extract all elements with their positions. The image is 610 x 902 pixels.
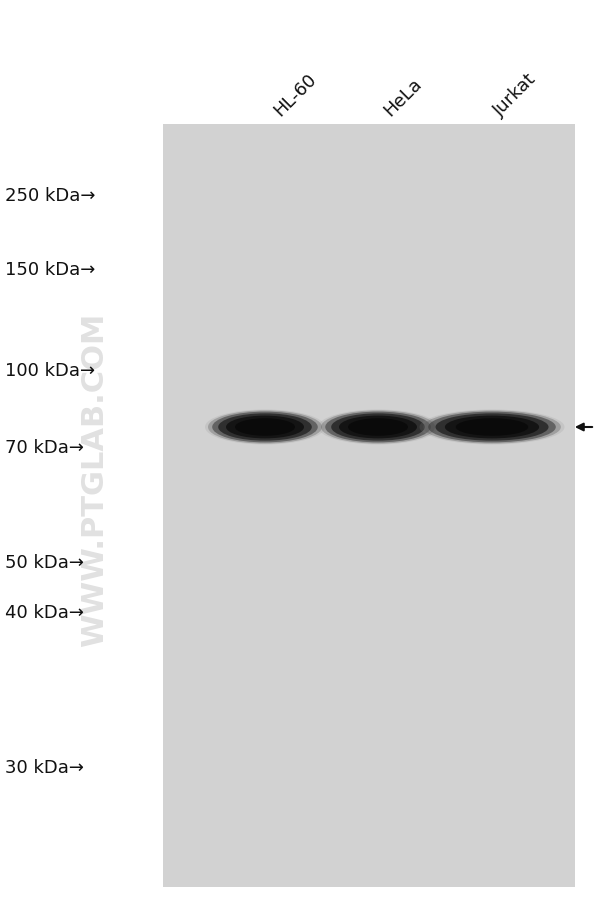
Ellipse shape [325,412,431,443]
Ellipse shape [339,416,417,439]
Ellipse shape [428,412,556,443]
Ellipse shape [212,412,318,443]
Text: Jurkat: Jurkat [490,70,540,120]
Text: WWW.PTGLAB.COM: WWW.PTGLAB.COM [81,312,110,647]
Ellipse shape [436,414,548,441]
Text: 150 kDa→: 150 kDa→ [5,261,95,279]
Text: 40 kDa→: 40 kDa→ [5,603,84,621]
Text: 50 kDa→: 50 kDa→ [5,554,84,571]
Ellipse shape [420,410,564,445]
Text: HeLa: HeLa [380,75,425,120]
Ellipse shape [205,410,325,445]
Ellipse shape [456,419,528,437]
Ellipse shape [208,411,322,444]
Ellipse shape [226,416,304,439]
Ellipse shape [321,411,435,444]
Ellipse shape [423,411,561,444]
Ellipse shape [331,414,425,441]
Bar [163,124,575,887]
Text: 100 kDa→: 100 kDa→ [5,362,95,380]
Text: 70 kDa→: 70 kDa→ [5,438,84,456]
Ellipse shape [445,416,539,439]
Text: 30 kDa→: 30 kDa→ [5,759,84,776]
Ellipse shape [318,410,438,445]
Ellipse shape [218,414,312,441]
Ellipse shape [348,419,408,437]
Text: 250 kDa→: 250 kDa→ [5,187,96,205]
Text: HL-60: HL-60 [270,70,320,120]
Ellipse shape [235,419,295,437]
